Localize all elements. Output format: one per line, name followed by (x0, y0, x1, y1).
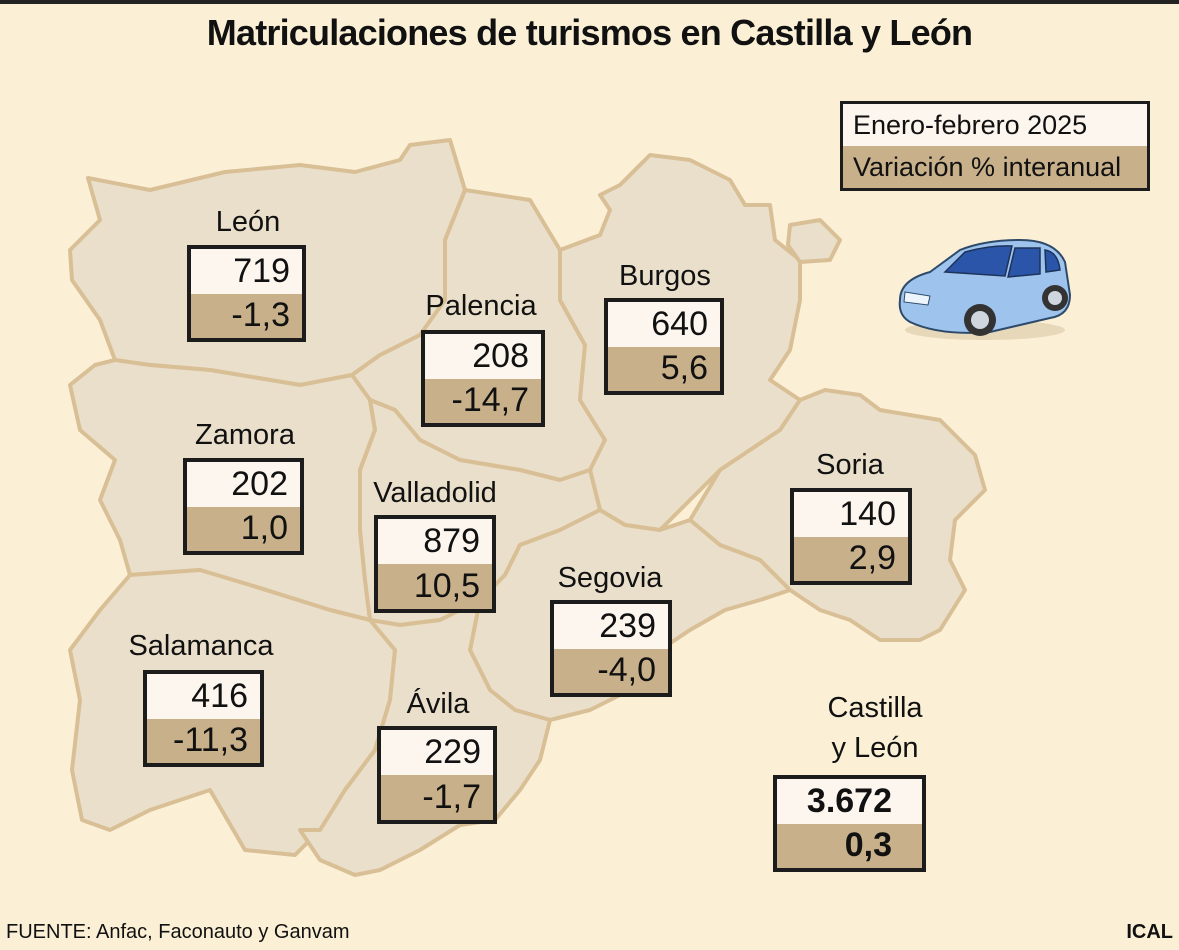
province-value: 208 (425, 334, 541, 379)
province-box-valladolid: 879 10,5 (374, 515, 496, 613)
top-rule (0, 0, 1179, 4)
province-box-avila: 229 -1,7 (377, 726, 497, 824)
total-variation: 0,3 (777, 823, 922, 868)
province-name-valladolid: Valladolid (373, 477, 497, 509)
legend-variation: Variación % interanual (843, 146, 1147, 188)
province-value: 239 (554, 604, 668, 649)
province-variation: 5,6 (608, 346, 720, 391)
page-title: Matriculaciones de turismos en Castilla … (206, 12, 973, 53)
total-name: Castilla y León (760, 688, 990, 768)
credit-label: ICAL (1126, 921, 1173, 943)
province-box-burgos: 640 5,6 (604, 298, 724, 395)
province-value: 229 (381, 730, 493, 775)
province-variation: -4,0 (554, 648, 668, 693)
province-box-palencia: 208 -14,7 (421, 330, 545, 427)
province-variation: 2,9 (794, 536, 908, 581)
province-variation: 10,5 (378, 564, 492, 609)
province-name-leon: León (215, 206, 281, 238)
province-box-soria: 140 2,9 (790, 488, 912, 585)
province-variation: -1,7 (381, 775, 493, 820)
province-name-avila: Ávila (406, 688, 470, 720)
car-icon (898, 238, 1072, 340)
province-value: 202 (187, 462, 300, 507)
province-name-soria: Soria (816, 449, 884, 481)
total-name-line1: Castilla (827, 692, 923, 724)
region-enclave (786, 218, 842, 264)
legend-period: Enero-febrero 2025 (843, 104, 1147, 146)
province-name-zamora: Zamora (195, 419, 295, 451)
total-box: 3.672 0,3 (773, 775, 926, 872)
source-note: FUENTE: Anfac, Faconauto y Ganvam (6, 921, 350, 943)
province-value: 879 (378, 519, 492, 564)
province-box-zamora: 202 1,0 (183, 458, 304, 555)
province-name-burgos: Burgos (619, 260, 711, 292)
province-value: 640 (608, 302, 720, 347)
total-name-line2: y León (831, 732, 919, 764)
province-value: 140 (794, 492, 908, 537)
province-box-leon: 719 -1,3 (187, 245, 306, 342)
total-value: 3.672 (777, 779, 922, 824)
province-value: 719 (191, 249, 302, 294)
province-value: 416 (147, 674, 260, 719)
province-variation: -11,3 (147, 718, 260, 763)
legend: Enero-febrero 2025 Variación % interanua… (840, 101, 1150, 191)
province-name-palencia: Palencia (425, 290, 537, 322)
province-variation: -1,3 (191, 293, 302, 338)
province-variation: -14,7 (425, 378, 541, 423)
province-box-salamanca: 416 -11,3 (143, 670, 264, 767)
province-variation: 1,0 (187, 506, 300, 551)
province-box-segovia: 239 -4,0 (550, 600, 672, 697)
province-name-salamanca: Salamanca (128, 630, 274, 662)
province-name-segovia: Segovia (557, 562, 663, 594)
